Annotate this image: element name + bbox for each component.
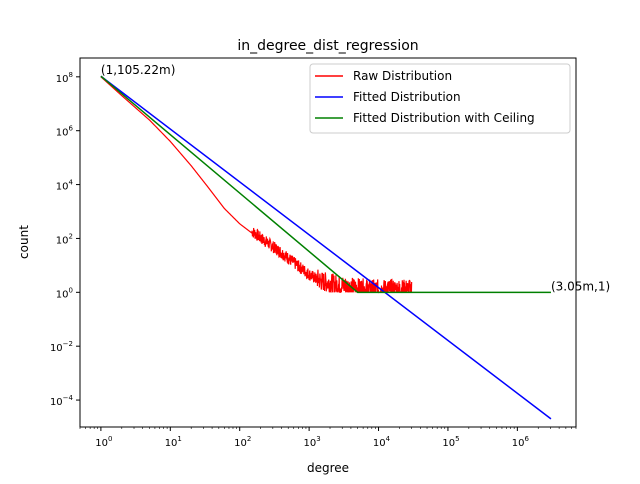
- series-line-2: [100, 75, 551, 294]
- y-tick-label-6: 108: [56, 71, 73, 85]
- y-axis-label: count: [17, 225, 31, 259]
- x-tick-label-6: 106: [512, 435, 530, 449]
- x-axis-label: degree: [307, 461, 349, 475]
- y-tick-label-3: 102: [56, 232, 73, 246]
- legend-label-1: Fitted Distribution: [353, 90, 461, 104]
- legend-box: [309, 63, 571, 134]
- y-tick-label-2: 100: [56, 286, 73, 300]
- y-tick-label-0: 10−4: [50, 394, 74, 408]
- chart-title: in_degree_dist_regression: [237, 38, 418, 54]
- legend: Raw Distribution Fitted Distribution Fitte…: [309, 63, 571, 134]
- x-tick-label-1: 101: [165, 435, 182, 449]
- y-tick-label-1: 10−2: [50, 340, 73, 354]
- annotation-0: (1,105.22m): [101, 63, 176, 77]
- x-tick-label-5: 105: [442, 435, 459, 449]
- plot-area: [100, 75, 552, 420]
- y-tick-label-5: 106: [56, 125, 74, 139]
- legend-label-0: Raw Distribution: [353, 69, 452, 83]
- annotations: (1,105.22m) (3.05m,1): [101, 63, 610, 293]
- series-line-0: [100, 76, 413, 294]
- x-tick-label-2: 102: [234, 435, 251, 449]
- axis-ticks: 100 101 102 103 104 105 106 10−4 10−2 100 102 104 10…: [50, 71, 577, 449]
- y-tick-label-4: 104: [56, 179, 74, 193]
- annotation-1: (3.05m,1): [551, 279, 610, 293]
- plot-frame: [79, 57, 577, 428]
- x-tick-label-4: 104: [373, 435, 391, 449]
- legend-label-2: Fitted Distribution with Ceiling: [353, 111, 535, 125]
- series-line-1: [100, 75, 552, 420]
- x-tick-label-3: 103: [304, 435, 321, 449]
- x-tick-label-0: 100: [95, 435, 112, 449]
